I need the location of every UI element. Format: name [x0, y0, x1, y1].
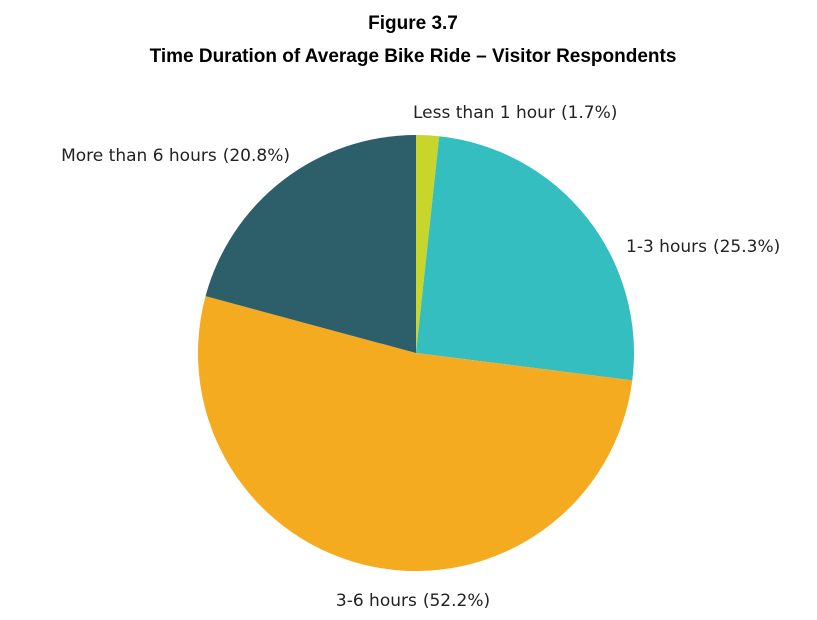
pie-slice: [197, 296, 633, 571]
slice-label: Less than 1 hour (1.7%): [413, 103, 617, 123]
slice-label: More than 6 hours (20.8%): [61, 146, 290, 166]
value-label: (52.2%): [423, 591, 490, 611]
category-label: Less than 1 hour: [413, 103, 555, 123]
pie-slice: [416, 135, 440, 353]
slice-label: 3-6 hours (52.2%): [336, 591, 490, 611]
value-label: (20.8%): [223, 146, 290, 166]
category-label: 1-3 hours: [626, 237, 707, 257]
pie-slice: [416, 136, 634, 381]
category-label: 3-6 hours: [336, 591, 417, 611]
value-label: (1.7%): [561, 103, 617, 123]
value-label: (25.3%): [713, 237, 780, 257]
chart-subtitle: Time Duration of Average Bike Ride – Vis…: [150, 46, 677, 67]
chart-title: Figure 3.7: [368, 13, 458, 34]
slice-label: 1-3 hours (25.3%): [626, 237, 780, 257]
pie-slice: [205, 135, 416, 353]
category-label: More than 6 hours: [61, 146, 217, 166]
